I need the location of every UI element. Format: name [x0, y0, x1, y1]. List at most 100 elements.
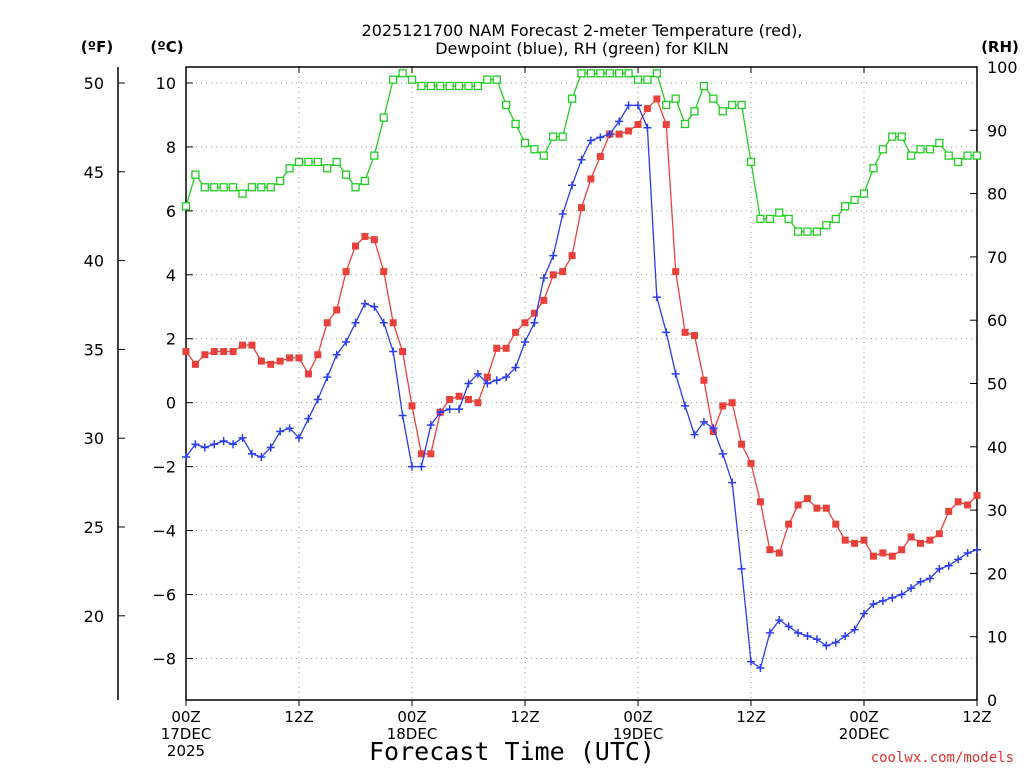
temperature-point	[267, 360, 275, 368]
dewpoint-point	[605, 130, 614, 139]
temperature-point	[342, 268, 350, 276]
temperature-point	[728, 399, 736, 407]
rh-point	[709, 94, 718, 103]
rh-point	[605, 69, 614, 78]
dewpoint-point	[398, 411, 407, 420]
rh-point	[869, 164, 878, 173]
rh-point	[577, 69, 586, 78]
rh-tick-label: 0	[987, 691, 997, 710]
rh-point	[341, 170, 351, 179]
temperature-point	[408, 402, 416, 410]
rh-point	[445, 81, 454, 91]
rh-point	[436, 81, 445, 91]
temperature-point	[530, 309, 538, 317]
chart-subtitle: Dewpoint (blue), RH (green) for KILN	[435, 39, 729, 58]
temperature-point	[879, 549, 887, 557]
dewpoint-point	[775, 616, 784, 625]
dewpoint-point	[549, 251, 558, 260]
dewpoint-point	[963, 548, 972, 557]
dewpoint-point	[247, 449, 256, 458]
temperature-point	[766, 546, 774, 554]
x-tick-label: 00Z	[397, 708, 426, 726]
x-axis-label: Forecast Time (UTC)	[369, 737, 655, 766]
temperature-point	[182, 348, 190, 356]
temperature-point	[352, 242, 359, 250]
rh-point	[596, 69, 605, 78]
axes: −8−6−4−202468102025303540455001020304050…	[84, 58, 1018, 760]
rh-tick-label: 70	[987, 248, 1007, 267]
dewpoint-point	[634, 101, 642, 110]
dewpoint-point	[973, 545, 981, 554]
rh-point	[370, 151, 379, 160]
celsius-tick-label: 4	[166, 266, 176, 285]
dewpoint-point	[652, 293, 661, 302]
temperature-point	[851, 539, 859, 547]
chart-title: 2025121700 NAM Forecast 2-meter Temperat…	[362, 21, 803, 40]
rh-point	[944, 151, 953, 160]
dewpoint-point	[850, 625, 859, 634]
dewpoint-point	[935, 564, 944, 573]
temperature-point	[954, 498, 962, 506]
dewpoint-point	[530, 318, 539, 327]
x-tick-label: 12Z	[284, 708, 313, 726]
temperature-point	[549, 271, 557, 279]
rh-point	[775, 208, 784, 217]
dewpoint-point	[389, 347, 398, 356]
celsius-tick-label: 0	[166, 394, 176, 413]
dewpoint-point	[662, 328, 671, 337]
dewpoint-point	[577, 155, 586, 164]
rh-point	[304, 157, 313, 167]
dewpoint-point	[747, 657, 755, 666]
dewpoint-series	[182, 101, 981, 673]
dewpoint-point	[210, 440, 219, 449]
rh-point	[690, 107, 699, 116]
x-tick-label: 2025	[167, 742, 205, 760]
dewpoint-point	[831, 638, 840, 647]
temperature-point	[719, 402, 727, 410]
rh-point	[530, 145, 539, 154]
dewpoint-point	[182, 453, 190, 462]
fahrenheit-tick-label: 35	[84, 340, 104, 359]
x-tick-label: 00Z	[849, 708, 878, 726]
dewpoint-point	[624, 101, 633, 110]
rh-tick-label: 30	[987, 501, 1007, 520]
rh-tick-label: 60	[987, 311, 1007, 330]
rh-point	[210, 183, 219, 192]
rh-point	[360, 176, 370, 186]
dewpoint-point	[436, 408, 445, 417]
temperature-point	[888, 552, 896, 560]
rh-tick-label: 40	[987, 438, 1007, 457]
rh-point	[238, 189, 247, 198]
rh-series	[181, 69, 982, 236]
rh-point	[925, 145, 935, 154]
celsius-tick-label: −2	[152, 458, 176, 477]
temperature-point	[898, 546, 906, 554]
temperature-point	[926, 536, 934, 544]
dewpoint-point	[426, 421, 435, 430]
dewpoint-point	[558, 210, 567, 219]
x-tick-label: 12Z	[736, 708, 765, 726]
temperature-point	[672, 268, 680, 276]
celsius-tick-label: 10	[156, 74, 176, 93]
temperature-point	[917, 539, 924, 547]
dewpoint-point	[878, 596, 887, 605]
x-tick-label: 12Z	[510, 708, 539, 726]
rh-point	[633, 75, 643, 84]
temperature-point	[493, 344, 501, 352]
temperature-point	[615, 130, 623, 138]
temperature-point	[502, 344, 510, 352]
temperature-point	[747, 459, 755, 467]
rh-point	[502, 100, 511, 110]
temperature-point	[286, 354, 294, 362]
dewpoint-point	[379, 318, 388, 327]
celsius-tick-label: −8	[152, 649, 176, 668]
temperature-point	[220, 348, 228, 356]
temperature-point	[691, 332, 698, 340]
rh-point	[756, 214, 765, 224]
rh-point	[323, 164, 332, 173]
temperature-point	[323, 319, 331, 327]
rh-point	[313, 157, 322, 167]
temperature-point	[832, 520, 840, 528]
dewpoint-point	[492, 376, 501, 385]
temperature-point	[653, 95, 661, 103]
